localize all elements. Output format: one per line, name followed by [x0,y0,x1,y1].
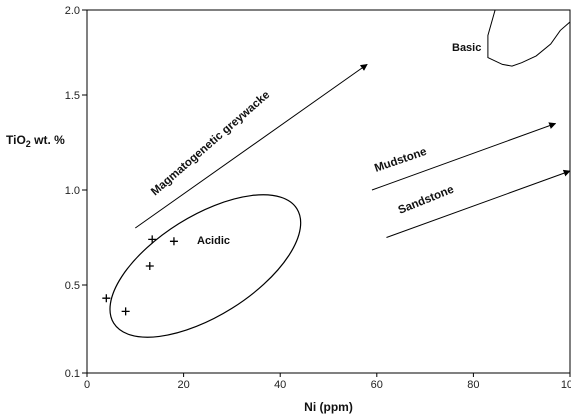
data-point [170,237,178,245]
y-tick-label: 0.5 [65,280,80,292]
data-point [146,262,154,270]
x-tick-label: 100 [561,379,571,391]
data-point [102,294,110,302]
trend-arrow-greywacke [135,64,367,228]
basic-field-outline [488,10,571,66]
y-tick-label: 0.1 [65,368,80,380]
x-tick-label: 40 [274,379,286,391]
data-point [148,235,156,243]
x-tick-label: 0 [84,379,90,391]
trend-label-sandstone: Sandstone [397,184,456,217]
x-axis-title: Ni (ppm) [304,400,353,414]
trend-label-greywacke: Magmatogenetic greywacke [149,89,272,198]
y-tick-label: 2.0 [65,5,80,17]
y-tick-label: 1.0 [65,185,80,197]
trend-label-mudstone: Mudstone [373,146,428,175]
y-tick-label: 1.5 [65,90,80,102]
acidic-field [87,166,323,365]
y-axis-title: TiO2 wt. % [6,133,65,149]
x-tick-label: 80 [467,379,479,391]
basic-label: Basic [452,42,481,54]
x-tick-label: 60 [371,379,383,391]
plot-area: 0 20 40 60 80 100 0.1 0.5 1.0 1.5 2.0 Ni (ppm) TiO2 … [6,5,571,414]
x-tick-label: 20 [177,379,189,391]
acidic-label: Acidic [197,235,230,247]
data-point [122,307,130,315]
